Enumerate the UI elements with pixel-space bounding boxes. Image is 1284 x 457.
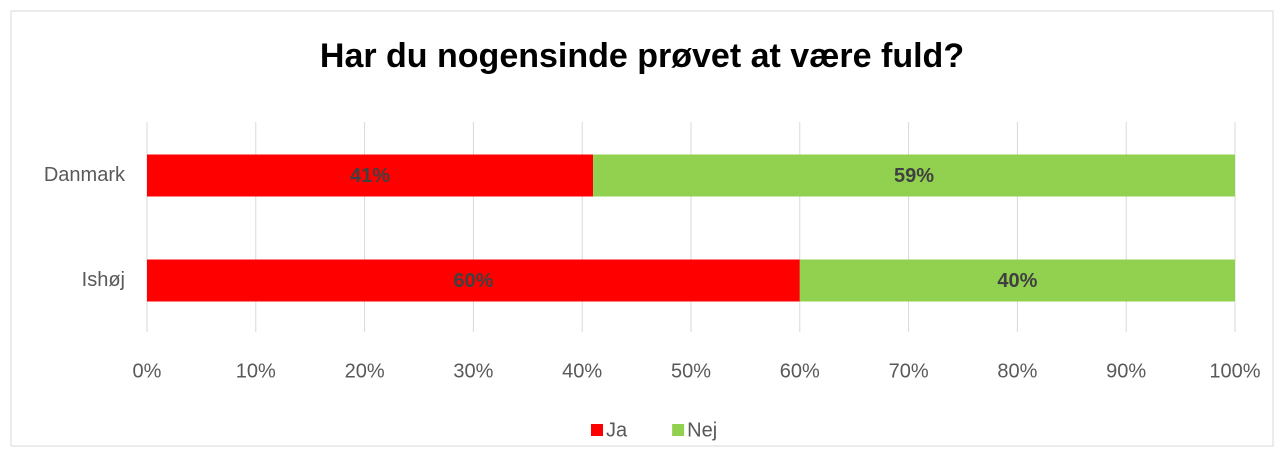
bar-segment — [147, 259, 800, 302]
chart-border — [10, 10, 1274, 447]
x-tick-label: 80% — [997, 360, 1037, 382]
x-tick-label: 100% — [1209, 360, 1260, 382]
y-tick-label: Ishøj — [82, 269, 125, 291]
legend-swatch — [672, 424, 685, 436]
legend-swatch — [591, 424, 603, 436]
x-tick-label: 20% — [345, 360, 385, 382]
data-label: 40% — [997, 270, 1037, 292]
x-tick-label: 70% — [889, 360, 929, 382]
x-tick-label: 0% — [133, 360, 162, 382]
bar-segment — [593, 154, 1235, 197]
data-label: 60% — [453, 270, 493, 292]
data-label: 59% — [894, 165, 934, 187]
bar-segment — [799, 259, 1235, 302]
legend-label: Ja — [606, 419, 628, 441]
x-tick-label: 30% — [453, 360, 493, 382]
x-tick-label: 10% — [236, 360, 276, 382]
data-label: 41% — [350, 165, 390, 187]
legend-label: Nej — [687, 419, 717, 441]
x-tick-label: 90% — [1106, 360, 1146, 382]
bar-segment — [147, 154, 594, 197]
x-tick-label: 40% — [562, 360, 602, 382]
chart-title: Har du nogensinde prøvet at være fuld? — [320, 37, 964, 75]
x-tick-label: 60% — [780, 360, 820, 382]
x-tick-label: 50% — [671, 360, 711, 382]
y-tick-label: Danmark — [44, 164, 126, 186]
